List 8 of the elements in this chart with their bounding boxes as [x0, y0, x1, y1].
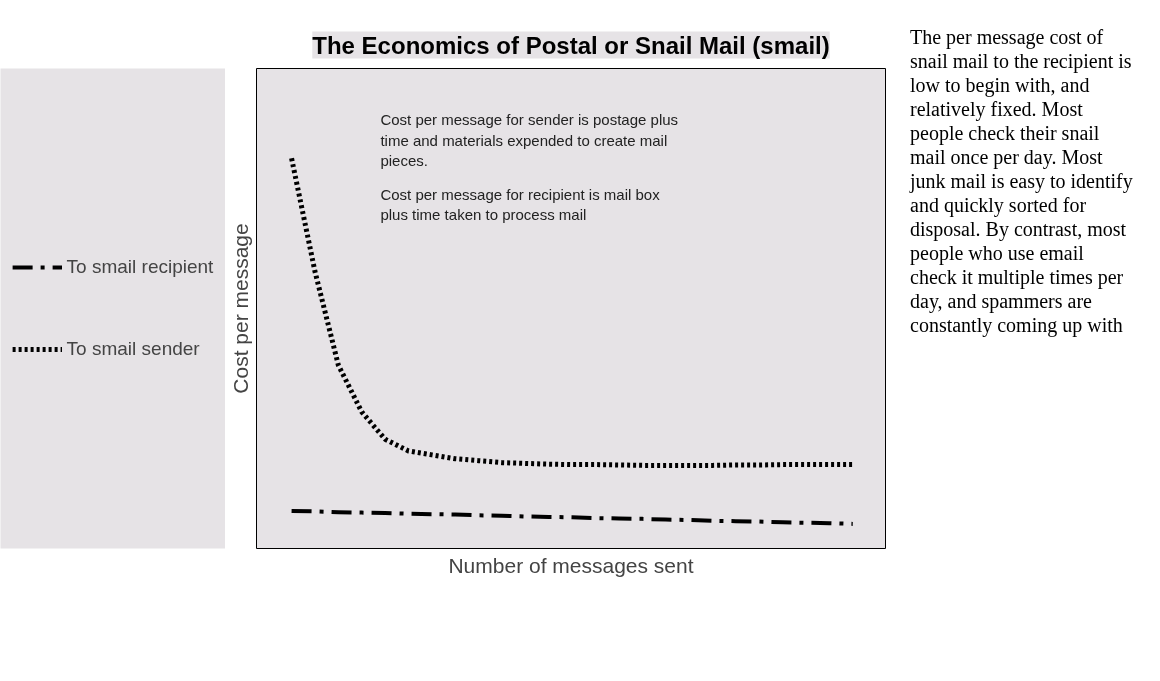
text: The per message cost of snail mail to the recipient is low to begin with, and relatively fixed. Most people check their snail mail once per day. Most junk mail is easy to identify and quickly sorted for disposal. By contrast, most people who use email check it multiple times per day, and spammers are constantly coming up with [910, 26, 1133, 336]
annotation: Cost per message for sender is postage plus time and materials expended to create mail pieces. [380, 111, 679, 170]
legend-label: To smail recipient [66, 256, 214, 278]
chart-title: The Economics of Postal or Snail Mail (smail) [312, 31, 830, 59]
annotation: Cost per message for recipient is mail box plus time taken to process mail [380, 185, 661, 223]
legend-label: To smail sender [66, 338, 200, 360]
x-axis-title: Number of messages sent [448, 553, 694, 577]
y-axis-title: Cost per message [228, 223, 252, 394]
